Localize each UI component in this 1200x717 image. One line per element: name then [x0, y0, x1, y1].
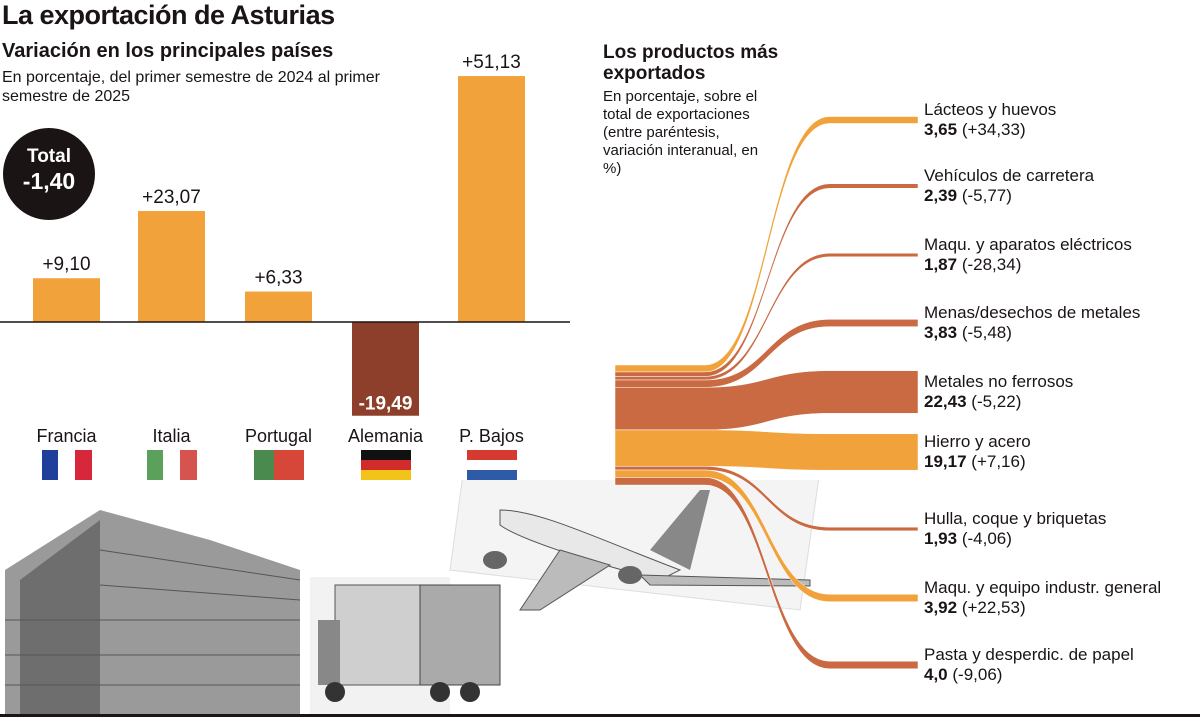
bar-2 — [245, 291, 312, 322]
product-label: Hierro y acero 19,17 (+7,16) — [924, 432, 1031, 472]
total-label: Total — [27, 146, 71, 167]
product-share: 2,39 — [924, 186, 958, 205]
country-label: P. Bajos — [459, 426, 524, 446]
country-label: Francia — [36, 426, 97, 446]
bar-label: +23,07 — [142, 187, 201, 208]
product-change: (-5,77) — [961, 186, 1012, 205]
product-name: Maqu. y equipo industr. general — [924, 578, 1162, 597]
products-sankey — [614, 116, 919, 670]
photo-collage — [5, 480, 820, 717]
total-badge: Total -1,40 — [3, 128, 95, 220]
bar-label: +51,13 — [462, 52, 521, 73]
product-label: Pasta y desperdic. de papel 4,0 (-9,06) — [924, 645, 1134, 685]
product-name: Menas/desechos de metales — [924, 303, 1141, 322]
containers-image — [5, 510, 301, 717]
italy-flag-icon — [146, 450, 197, 480]
product-label: Lácteos y huevos 3,65 (+34,33) — [924, 100, 1056, 140]
product-share: 22,43 — [924, 392, 967, 411]
country-label: Portugal — [244, 426, 313, 446]
flow-3 — [614, 319, 919, 388]
bar-0 — [33, 278, 100, 322]
portugal-flag-icon — [253, 450, 304, 480]
bar-label: +9,10 — [42, 254, 90, 275]
country-label: Alemania — [347, 426, 424, 446]
product-name: Pasta y desperdic. de papel — [924, 645, 1134, 664]
product-change: (-5,22) — [971, 392, 1022, 411]
germany-flag-icon — [360, 450, 411, 480]
bar-3 — [352, 322, 419, 416]
product-change: (-28,34) — [961, 255, 1022, 274]
product-change: (-4,06) — [961, 529, 1012, 548]
products-description: En porcentaje, sobre el total de exporta… — [603, 88, 759, 177]
country-label: Italia — [152, 426, 191, 446]
bar-4 — [458, 76, 525, 322]
product-change: (+22,53) — [961, 598, 1026, 617]
flow-1 — [614, 183, 919, 377]
product-share: 3,65 — [924, 120, 958, 139]
product-label: Maqu. y equipo industr. general 3,92 (+22… — [924, 578, 1161, 618]
flow-7 — [614, 469, 919, 602]
total-value: -1,40 — [22, 168, 76, 194]
product-label: Maqu. y aparatos eléctricos 1,87 (-28,34) — [924, 235, 1132, 275]
bottom-rule — [0, 714, 1200, 717]
airplane-image — [449, 480, 820, 611]
truck-image — [310, 577, 501, 717]
flow-8 — [614, 477, 919, 670]
countries-description: En porcentaje, del primer semestre de 20… — [2, 69, 380, 105]
product-label: Hulla, coque y briquetas 1,93 (-4,06) — [924, 509, 1106, 549]
product-share: 1,87 — [924, 255, 958, 274]
product-share: 3,83 — [924, 323, 958, 342]
bar-1 — [138, 211, 205, 322]
flow-6 — [614, 466, 919, 532]
product-name: Vehículos de carretera — [924, 166, 1095, 185]
product-share: 4,0 — [924, 665, 948, 684]
products-title: Los productos más exportados — [603, 42, 779, 84]
product-change: (+34,33) — [961, 120, 1026, 139]
product-label: Vehículos de carretera 2,39 (-5,77) — [924, 166, 1094, 206]
product-change: (+7,16) — [971, 452, 1026, 471]
product-change: (-9,06) — [952, 665, 1003, 684]
product-share: 19,17 — [924, 452, 967, 471]
product-label: Metales no ferrosos 22,43 (-5,22) — [924, 372, 1073, 412]
product-name: Maqu. y aparatos eléctricos — [924, 235, 1132, 254]
product-share: 1,93 — [924, 529, 958, 548]
netherlands-flag-icon — [466, 450, 517, 480]
product-name: Metales no ferrosos — [924, 372, 1074, 391]
bar-label: -19,49 — [359, 394, 413, 415]
country-bar-chart: +9,10 +23,07 +6,33 -19,49 +51,13 — [0, 52, 570, 416]
bar-label: +6,33 — [254, 268, 302, 289]
product-name: Lácteos y huevos — [924, 100, 1057, 119]
countries-title: Variación en los principales países — [2, 40, 334, 62]
page-title: La exportación de Asturias — [2, 0, 335, 30]
flow-0 — [614, 116, 919, 373]
flow-2 — [614, 252, 919, 381]
product-change: (-5,48) — [961, 323, 1012, 342]
product-name: Hulla, coque y briquetas — [924, 509, 1107, 528]
france-flag-icon — [41, 450, 92, 480]
product-label: Menas/desechos de metales 3,83 (-5,48) — [924, 303, 1140, 343]
flow-4 — [614, 370, 919, 431]
flow-5 — [614, 429, 919, 471]
product-share: 3,92 — [924, 598, 958, 617]
product-name: Hierro y acero — [924, 432, 1031, 451]
